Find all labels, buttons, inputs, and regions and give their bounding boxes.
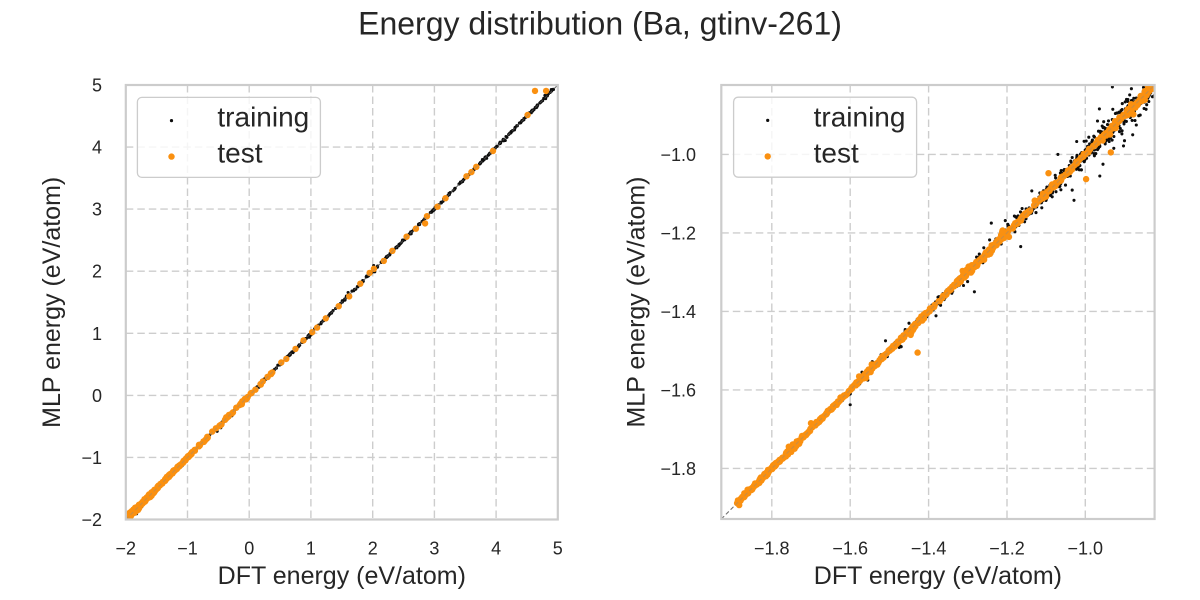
svg-text:−1.8: −1.8	[754, 539, 790, 559]
svg-text:test: test	[814, 138, 859, 169]
svg-text:DFT energy (eV/atom): DFT energy (eV/atom)	[814, 562, 1062, 590]
svg-text:−1: −1	[81, 448, 102, 468]
svg-text:3: 3	[429, 539, 439, 559]
svg-text:4: 4	[491, 539, 501, 559]
svg-text:−1.8: −1.8	[660, 459, 696, 479]
svg-text:−2: −2	[81, 510, 102, 530]
svg-text:−1: −1	[177, 539, 198, 559]
svg-text:−1.0: −1.0	[1068, 539, 1104, 559]
svg-text:−1.4: −1.4	[660, 302, 696, 322]
svg-text:5: 5	[553, 539, 563, 559]
svg-text:training: training	[814, 102, 906, 133]
svg-text:1: 1	[92, 324, 102, 344]
svg-text:1: 1	[306, 539, 316, 559]
svg-text:DFT energy (eV/atom): DFT energy (eV/atom)	[218, 562, 466, 590]
svg-text:−1.0: −1.0	[660, 145, 696, 165]
svg-text:5: 5	[92, 76, 102, 96]
svg-text:−1.2: −1.2	[989, 539, 1025, 559]
svg-text:−1.6: −1.6	[832, 539, 868, 559]
svg-text:4: 4	[92, 138, 102, 158]
svg-text:0: 0	[244, 539, 254, 559]
svg-text:0: 0	[92, 386, 102, 406]
svg-text:test: test	[217, 138, 262, 169]
svg-text:2: 2	[92, 262, 102, 282]
svg-text:training: training	[217, 102, 309, 133]
svg-text:−2: −2	[116, 539, 137, 559]
svg-text:MLP energy (eV/atom): MLP energy (eV/atom)	[38, 177, 66, 428]
svg-text:MLP energy (eV/atom): MLP energy (eV/atom)	[623, 176, 651, 427]
svg-text:−1.6: −1.6	[660, 380, 696, 400]
svg-text:Energy distribution (Ba, gtinv: Energy distribution (Ba, gtinv-261)	[358, 6, 842, 42]
svg-text:−1.4: −1.4	[911, 539, 947, 559]
svg-text:3: 3	[92, 200, 102, 220]
svg-text:2: 2	[368, 539, 378, 559]
svg-text:−1.2: −1.2	[660, 223, 696, 243]
